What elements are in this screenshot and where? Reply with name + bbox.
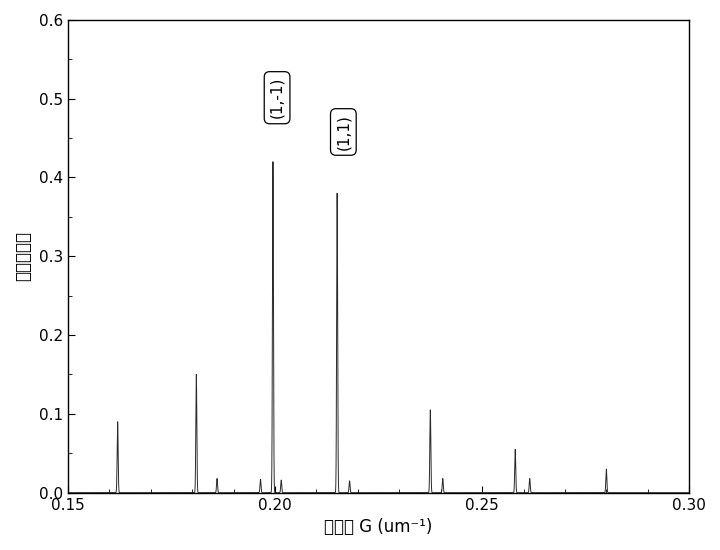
Text: (1,1): (1,1) — [336, 114, 351, 150]
Text: (1,-1): (1,-1) — [269, 77, 284, 118]
Y-axis label: 傅里叶系数: 傅里叶系数 — [14, 232, 32, 281]
X-axis label: 倒格矢 G (um⁻¹): 倒格矢 G (um⁻¹) — [325, 518, 433, 536]
